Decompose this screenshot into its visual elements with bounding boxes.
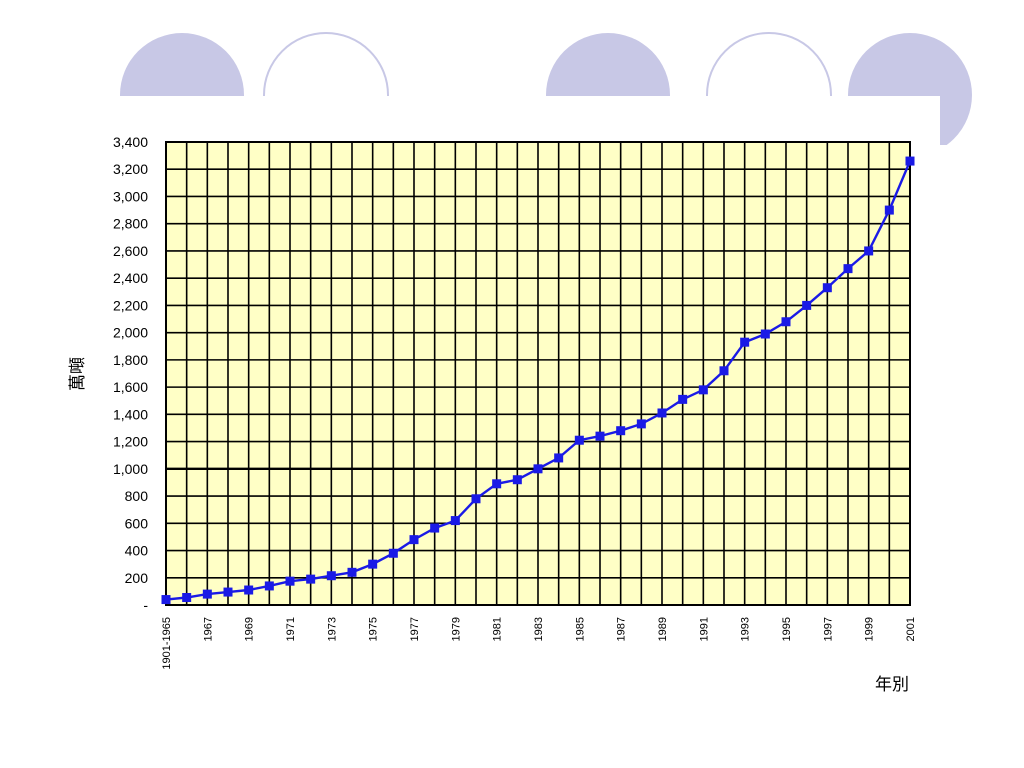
y-tick-label: 600: [125, 515, 149, 531]
data-point-marker: [368, 559, 378, 569]
x-tick-label: 1983: [533, 617, 545, 641]
x-tick-label: 1967: [202, 617, 214, 641]
data-point-marker: [326, 571, 336, 581]
x-tick-label: 1995: [781, 617, 793, 641]
x-tick-label: 1987: [616, 617, 628, 641]
data-point-marker: [843, 264, 853, 274]
data-point-marker: [822, 283, 832, 293]
y-tick-label: 1,000: [113, 461, 148, 477]
data-point-marker: [306, 574, 316, 584]
data-point-marker: [760, 329, 770, 339]
y-tick-label: 3,200: [113, 161, 148, 177]
x-tick-label: 1981: [492, 617, 504, 641]
y-tick-label: 1,400: [113, 406, 148, 422]
y-axis-title: 萬噸: [68, 357, 88, 391]
y-axis-tick-labels: - 200 400 600 800 1,000 1,200 1,400 1,600 1,800 2,…: [113, 134, 148, 613]
data-point-marker: [533, 464, 543, 474]
x-axis-title: 年別: [875, 675, 909, 695]
data-point-marker: [884, 205, 894, 215]
data-point-marker: [182, 593, 192, 603]
data-point-marker: [471, 494, 481, 504]
x-axis-tick-labels: 1901-1965 1967 1969 1971 1973 1975 1977 1979 198…: [161, 617, 917, 670]
data-point-marker: [678, 394, 688, 404]
data-point-marker: [161, 595, 171, 605]
y-tick-label: 2,200: [113, 297, 148, 313]
x-tick-label: 1973: [326, 617, 338, 641]
data-point-marker: [802, 300, 812, 310]
data-point-marker: [202, 589, 212, 599]
data-point-marker: [285, 576, 295, 586]
x-tick-label: 1985: [574, 617, 586, 641]
data-point-marker: [430, 523, 440, 533]
y-tick-label: 1,600: [113, 379, 148, 395]
data-point-marker: [905, 156, 915, 166]
series-markers: [161, 156, 915, 605]
data-point-marker: [595, 431, 605, 441]
x-tick-label: 1989: [657, 617, 669, 641]
y-tick-label: 200: [125, 570, 149, 586]
x-tick-label: 2001: [905, 617, 917, 641]
data-point-marker: [636, 419, 646, 429]
x-tick-label: 1975: [368, 617, 380, 641]
x-tick-label: 1971: [285, 617, 297, 641]
x-tick-label: 1997: [822, 617, 834, 641]
data-point-marker: [347, 567, 357, 577]
y-tick-label: -: [143, 597, 148, 613]
x-tick-label: 1901-1965: [161, 617, 173, 670]
data-point-marker: [781, 317, 791, 327]
y-tick-label: 400: [125, 543, 149, 559]
x-tick-label: 1969: [244, 617, 256, 641]
data-point-marker: [616, 426, 626, 436]
data-point-marker: [554, 453, 564, 463]
data-point-marker: [244, 585, 254, 595]
y-tick-label: 800: [125, 488, 149, 504]
y-tick-label: 2,400: [113, 270, 148, 286]
y-tick-label: 1,800: [113, 352, 148, 368]
x-tick-label: 1991: [698, 617, 710, 641]
data-point-marker: [388, 548, 398, 558]
data-point-marker: [740, 337, 750, 347]
decoration-circle: [263, 32, 389, 96]
y-tick-label: 2,000: [113, 325, 148, 341]
data-point-marker: [698, 385, 708, 395]
y-tick-label: 2,600: [113, 243, 148, 259]
data-point-marker: [864, 246, 874, 256]
data-point-marker: [450, 516, 460, 526]
decoration-circle: [546, 33, 670, 96]
data-point-marker: [574, 435, 584, 445]
decoration-circle: [120, 33, 244, 96]
data-point-marker: [409, 535, 419, 545]
decoration-circle: [940, 40, 972, 145]
y-tick-label: 3,000: [113, 188, 148, 204]
data-point-marker: [512, 475, 522, 485]
data-point-marker: [264, 581, 274, 591]
data-point-marker: [719, 366, 729, 376]
y-tick-label: 2,800: [113, 216, 148, 232]
x-tick-label: 1979: [450, 617, 462, 641]
data-point-marker: [657, 408, 667, 418]
plot-border: [165, 141, 911, 606]
x-tick-label: 1977: [409, 617, 421, 641]
y-tick-label: 3,400: [113, 134, 148, 150]
x-tick-label: 1993: [740, 617, 752, 641]
data-point-marker: [492, 479, 502, 489]
y-tick-label: 1,200: [113, 434, 148, 450]
x-tick-label: 1999: [864, 617, 876, 641]
decoration-circle: [706, 32, 832, 96]
data-point-marker: [223, 587, 233, 597]
decoration-circle: [848, 33, 940, 96]
